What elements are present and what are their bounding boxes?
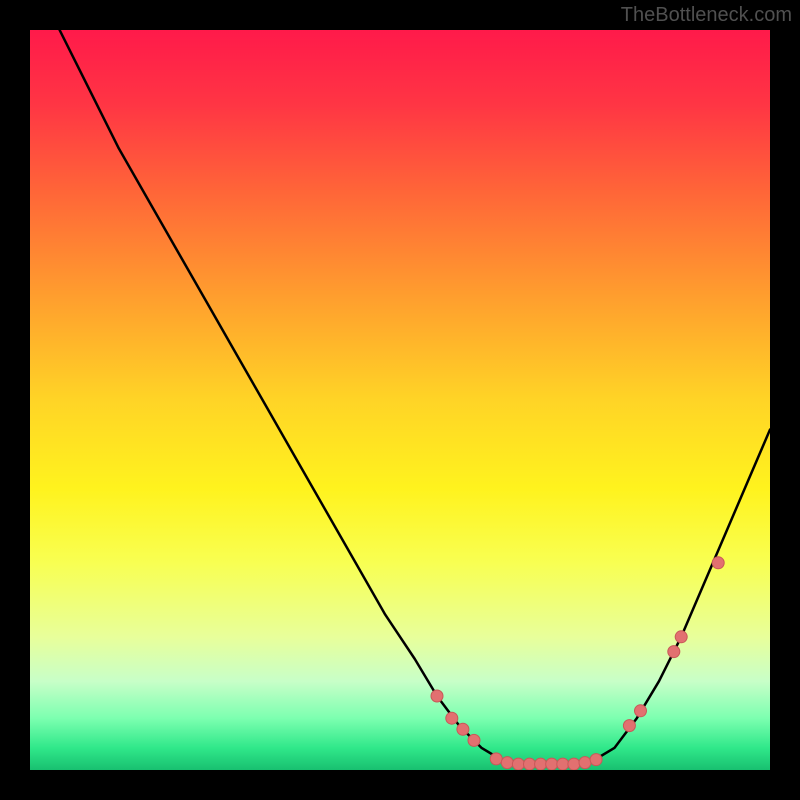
data-marker [501, 757, 513, 769]
data-marker [490, 753, 502, 765]
data-marker [457, 723, 469, 735]
data-marker [546, 758, 558, 770]
data-marker [675, 631, 687, 643]
data-marker [524, 758, 536, 770]
curve-layer [30, 30, 770, 770]
marker-group [431, 557, 724, 770]
data-marker [431, 690, 443, 702]
data-marker [579, 757, 591, 769]
watermark-text: TheBottleneck.com [621, 4, 792, 27]
data-marker [635, 705, 647, 717]
data-marker [446, 712, 458, 724]
data-marker [668, 646, 680, 658]
data-marker [590, 754, 602, 766]
data-marker [712, 557, 724, 569]
data-marker [512, 758, 524, 770]
data-marker [535, 758, 547, 770]
data-marker [557, 758, 569, 770]
data-marker [623, 720, 635, 732]
data-marker [568, 758, 580, 770]
chart-plot-area [30, 30, 770, 770]
bottleneck-curve [60, 30, 770, 764]
data-marker [468, 734, 480, 746]
